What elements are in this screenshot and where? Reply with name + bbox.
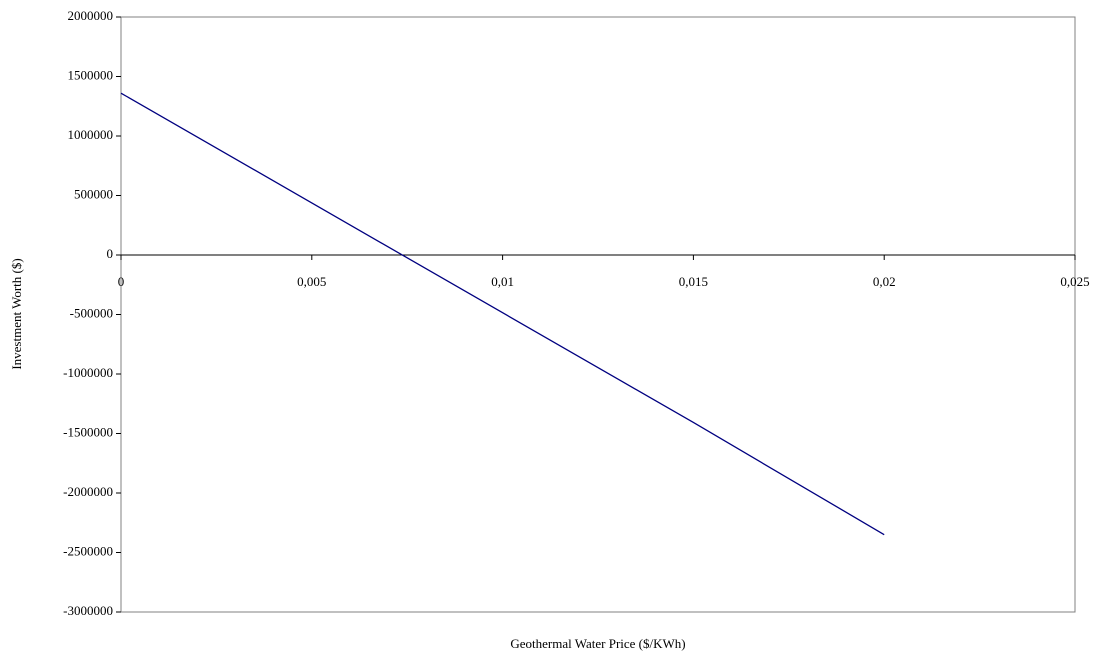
y-tick-label: 0 [107,246,114,261]
y-tick-label: -2500000 [63,543,113,558]
y-tick-label: 1000000 [68,127,114,142]
x-axis-label: Geothermal Water Price ($/KWh) [510,636,685,651]
y-tick-label: -3000000 [63,603,113,618]
x-tick-label: 0,015 [679,274,708,289]
data-line [120,92,885,536]
y-tick-label: -1500000 [63,424,113,439]
y-tick-label: 500000 [74,186,113,201]
y-tick-label: -2000000 [63,484,113,499]
x-tick-label: 0 [118,274,125,289]
y-tick-label: 1500000 [68,67,114,82]
x-tick-label: 0,025 [1060,274,1089,289]
x-tick-label: 0,01 [491,274,514,289]
y-axis-label: Investment Worth ($) [9,258,24,369]
y-tick-label: -500000 [70,305,113,320]
x-tick-label: 0,02 [873,274,896,289]
x-tick-label: 0,005 [297,274,326,289]
y-tick-label: 2000000 [68,8,114,23]
plot-frame [120,16,1076,613]
y-tick-label: -1000000 [63,365,113,380]
